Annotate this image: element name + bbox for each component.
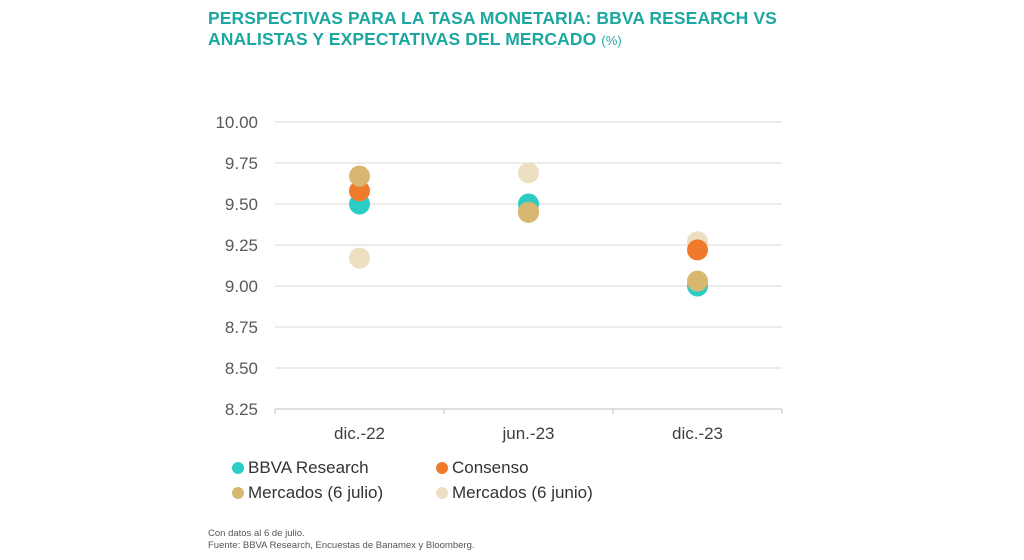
data-point bbox=[687, 270, 708, 292]
chart-title-unit: (%) bbox=[601, 33, 622, 48]
legend-item-mercados-julio: Mercados (6 julio) bbox=[232, 483, 383, 503]
y-tick-label: 10.00 bbox=[215, 113, 258, 132]
data-point bbox=[518, 201, 539, 223]
note-data-date: Con datos al 6 de julio. bbox=[208, 528, 305, 539]
legend-swatch-consenso bbox=[436, 462, 448, 474]
data-point bbox=[349, 247, 370, 269]
note-source: Fuente: BBVA Research, Encuestas de Bana… bbox=[208, 540, 475, 551]
y-tick-label: 8.50 bbox=[225, 359, 258, 378]
y-tick-label: 8.25 bbox=[225, 400, 258, 419]
legend-item-consenso: Consenso bbox=[436, 458, 529, 478]
y-tick-label: 9.25 bbox=[225, 236, 258, 255]
x-tick-label: dic.-23 bbox=[672, 424, 723, 443]
data-point bbox=[349, 165, 370, 187]
chart-notes: Con datos al 6 de julio. Fuente: BBVA Re… bbox=[208, 528, 475, 552]
chart-title: PERSPECTIVAS PARA LA TASA MONETARIA: BBV… bbox=[208, 8, 828, 51]
legend-label-bbva: BBVA Research bbox=[248, 458, 369, 477]
x-tick-label: jun.-23 bbox=[502, 424, 555, 443]
data-point bbox=[349, 180, 370, 202]
y-tick-label: 9.50 bbox=[225, 195, 258, 214]
data-point bbox=[518, 162, 539, 184]
chart-title-text: PERSPECTIVAS PARA LA TASA MONETARIA: BBV… bbox=[208, 8, 777, 49]
y-tick-label: 8.75 bbox=[225, 318, 258, 337]
legend-swatch-bbva bbox=[232, 462, 244, 474]
y-tick-label: 9.00 bbox=[225, 277, 258, 296]
legend-label-mercados-julio: Mercados (6 julio) bbox=[248, 483, 384, 502]
data-point bbox=[687, 239, 708, 261]
legend-swatch-mercados-julio bbox=[232, 487, 244, 499]
legend-item-mercados-junio: Mercados (6 junio) bbox=[436, 483, 593, 503]
legend-item-bbva: BBVA Research bbox=[232, 458, 369, 478]
y-tick-label: 9.75 bbox=[225, 154, 258, 173]
legend-label-mercados-junio: Mercados (6 junio) bbox=[452, 483, 593, 502]
legend-label-consenso: Consenso bbox=[452, 458, 529, 477]
x-tick-label: dic.-22 bbox=[334, 424, 385, 443]
legend-swatch-mercados-junio bbox=[436, 487, 448, 499]
